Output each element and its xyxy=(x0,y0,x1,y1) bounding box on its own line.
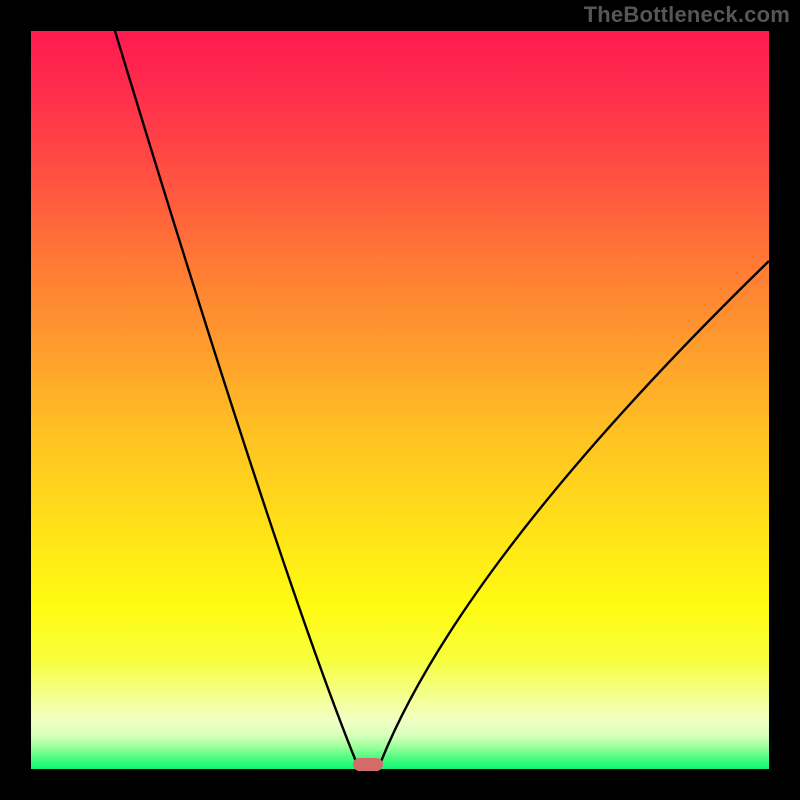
optimal-point-marker xyxy=(353,758,383,771)
bottleneck-curve xyxy=(31,31,769,769)
watermark-text: TheBottleneck.com xyxy=(584,2,790,28)
plot-area xyxy=(31,31,769,769)
chart-container: { "meta": { "watermark": "TheBottleneck.… xyxy=(0,0,800,800)
